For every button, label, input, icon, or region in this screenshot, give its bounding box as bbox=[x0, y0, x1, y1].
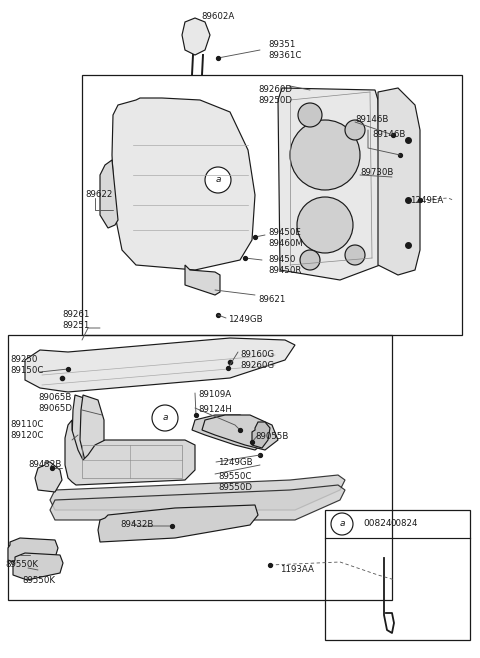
Polygon shape bbox=[112, 98, 255, 270]
Text: 89622: 89622 bbox=[85, 190, 112, 199]
Polygon shape bbox=[65, 420, 195, 485]
Text: 89261
89251: 89261 89251 bbox=[62, 310, 89, 330]
Text: a: a bbox=[215, 176, 221, 184]
Text: 89146B: 89146B bbox=[355, 115, 388, 124]
Circle shape bbox=[205, 167, 231, 193]
Text: 89432B: 89432B bbox=[28, 460, 61, 469]
Text: 89550K: 89550K bbox=[22, 576, 55, 585]
Polygon shape bbox=[252, 422, 270, 448]
Bar bbox=[82, 445, 182, 478]
Polygon shape bbox=[8, 538, 58, 565]
Polygon shape bbox=[72, 395, 96, 470]
Text: 89260D
89250D: 89260D 89250D bbox=[258, 85, 292, 105]
Polygon shape bbox=[378, 88, 420, 275]
Circle shape bbox=[331, 513, 353, 535]
Text: 89432B: 89432B bbox=[120, 520, 154, 529]
Text: 89160G
89260G: 89160G 89260G bbox=[240, 350, 274, 370]
Text: 1249EA: 1249EA bbox=[410, 196, 443, 205]
Text: 89550C
89550D: 89550C 89550D bbox=[218, 472, 252, 492]
Polygon shape bbox=[25, 338, 295, 392]
Polygon shape bbox=[182, 18, 210, 55]
Text: 89730B: 89730B bbox=[360, 168, 394, 177]
Text: 89124H: 89124H bbox=[198, 405, 232, 414]
Text: 89109A: 89109A bbox=[198, 390, 231, 399]
Text: a: a bbox=[162, 413, 168, 422]
Bar bbox=[82, 75, 462, 335]
Text: 00824: 00824 bbox=[390, 519, 418, 528]
Text: 89450E
89460M: 89450E 89460M bbox=[268, 228, 303, 248]
Polygon shape bbox=[100, 160, 118, 228]
Text: 1249GB: 1249GB bbox=[218, 458, 252, 467]
Polygon shape bbox=[98, 505, 258, 542]
Circle shape bbox=[290, 120, 360, 190]
Text: a: a bbox=[339, 520, 345, 528]
Polygon shape bbox=[35, 462, 62, 492]
Text: 89621: 89621 bbox=[258, 295, 286, 304]
Text: 89065B
89065D: 89065B 89065D bbox=[38, 393, 72, 413]
Polygon shape bbox=[50, 475, 345, 510]
Text: 1249GB: 1249GB bbox=[228, 315, 263, 324]
Text: 89351
89361C: 89351 89361C bbox=[268, 40, 301, 60]
Text: 1193AA: 1193AA bbox=[280, 565, 314, 574]
Text: 89055B: 89055B bbox=[255, 432, 288, 441]
Polygon shape bbox=[278, 88, 380, 280]
Polygon shape bbox=[50, 485, 345, 520]
Polygon shape bbox=[13, 553, 63, 580]
Circle shape bbox=[298, 103, 322, 127]
Circle shape bbox=[300, 250, 320, 270]
Text: 89550K: 89550K bbox=[5, 560, 38, 569]
Circle shape bbox=[152, 405, 178, 431]
Text: 89110C
89120C: 89110C 89120C bbox=[10, 420, 43, 440]
Polygon shape bbox=[185, 265, 220, 295]
Polygon shape bbox=[192, 415, 268, 450]
Bar bbox=[8, 335, 392, 600]
Circle shape bbox=[345, 245, 365, 265]
Text: 89146B: 89146B bbox=[372, 130, 406, 139]
Text: 89450
89450R: 89450 89450R bbox=[268, 255, 301, 275]
Polygon shape bbox=[80, 395, 104, 470]
Bar bbox=[325, 510, 470, 640]
Polygon shape bbox=[202, 415, 278, 450]
Text: 89250
89150C: 89250 89150C bbox=[10, 355, 43, 375]
Text: 89602A: 89602A bbox=[202, 12, 235, 21]
Circle shape bbox=[297, 197, 353, 253]
Text: 00824: 00824 bbox=[363, 520, 392, 528]
Circle shape bbox=[345, 120, 365, 140]
